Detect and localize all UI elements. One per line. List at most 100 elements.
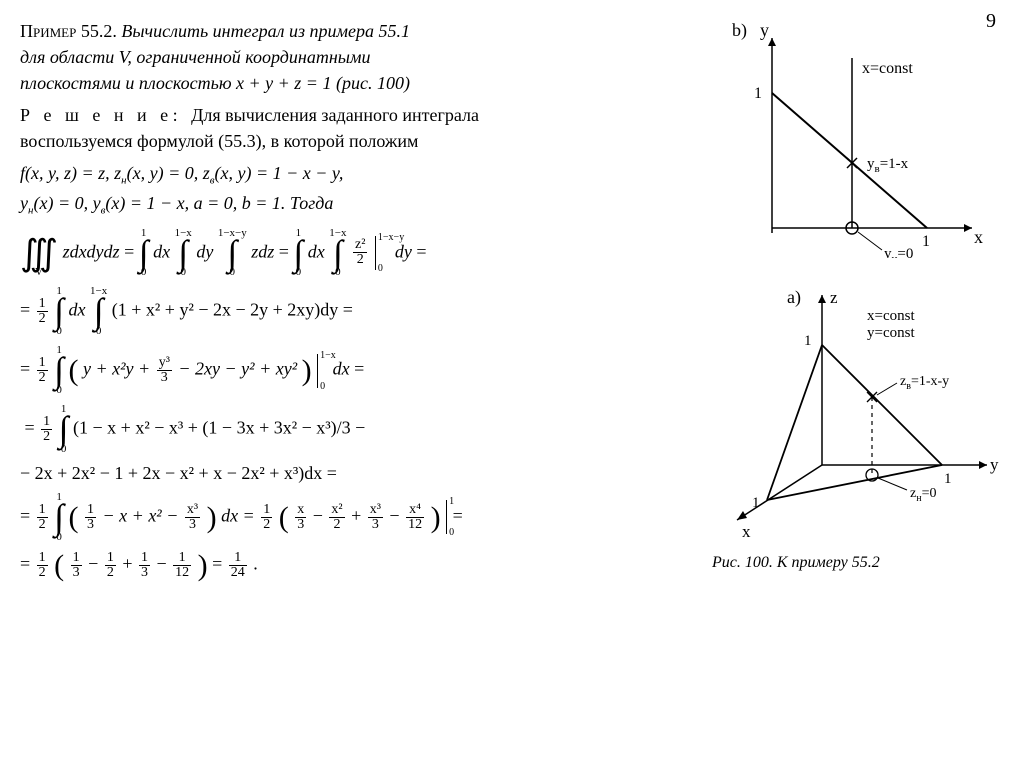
solution-intro: Р е ш е н и е: Для вычисления заданного … — [20, 102, 700, 154]
z-one: 1 — [804, 333, 812, 349]
dx4: dx — [333, 359, 350, 379]
dx3: dx — [69, 300, 86, 320]
f3: 13 — [139, 551, 150, 580]
figure-b-svg: b) y x 1 1 x=const yв=1-x — [712, 18, 992, 258]
final-eq: = — [212, 553, 227, 573]
problem-line1: Вычислить интеграл из примера 55.1 — [121, 21, 410, 41]
rparen7: ) — [198, 558, 208, 573]
problem-line3a: плоскостями и плоскостью — [20, 73, 236, 93]
figure-a-svg: a) z y x 1 1 1 x=c — [712, 285, 1002, 545]
int-l4: 1∫0 — [59, 404, 69, 455]
half3: 12 — [41, 415, 52, 444]
half1: 12 — [37, 297, 48, 326]
expand2-tail: − 2xy − y² + xy² — [178, 359, 297, 379]
dx2: dx — [308, 241, 325, 261]
expand4: − 2x + 2x² − 1 + 2x − x² + x − 2x² + x³)… — [20, 463, 337, 483]
rparen3: ) — [302, 363, 312, 378]
functions-def: f(x, y, z) = z, zн(x, y) = 0, zв(x, y) =… — [20, 160, 700, 219]
final-mid: − x + x² − — [103, 505, 183, 525]
1over3a: 13 — [85, 503, 96, 532]
eq-sign: = — [124, 241, 139, 261]
int-l2b: 1−x∫0 — [90, 286, 107, 337]
caption-text: Рис. 100. К примеру 55.2 — [712, 554, 880, 571]
x3over3b: x³3 — [368, 503, 383, 532]
lparen3: ( — [69, 363, 79, 378]
expand2-head: y + x²y + — [83, 359, 155, 379]
int-l3: 1∫0 — [54, 345, 64, 396]
f-def-b: (x, y) = 0, z — [127, 163, 210, 183]
problem-statement: Пример 55.2. Вычислить интеграл из приме… — [20, 18, 700, 96]
f4: 112 — [173, 551, 191, 580]
eq2: = — [279, 241, 294, 261]
int-l6: 1∫0 — [54, 492, 64, 543]
eq-line7: = 12 ( 13 − 12 + 13 − 112 ) = 124 . — [20, 551, 700, 580]
y-one: 1 — [754, 85, 762, 102]
int2: 1−x∫0 — [175, 228, 192, 279]
triple-int-symbol: ∭ — [20, 239, 58, 268]
eq-line2: = 12 1∫0 dx 1−x∫0 (1 + x² + y² − 2x − 2y… — [20, 286, 700, 337]
evalbar3: 10 — [446, 500, 447, 534]
zn-label: zн=0 — [910, 486, 936, 504]
zv-label: zв=1-x-y — [900, 374, 949, 392]
figure-caption: Рис. 100. К примеру 55.2 — [712, 554, 1002, 572]
y-one2: 1 — [944, 471, 952, 487]
int1b: 1∫0 — [293, 228, 303, 279]
solution-line1: Для вычисления заданного интеграла — [191, 105, 479, 125]
content: Пример 55.2. Вычислить интеграл из приме… — [20, 18, 1004, 588]
y-def-a: y — [20, 193, 28, 213]
zdz: zdz — [251, 241, 274, 261]
dy2: dy — [395, 241, 412, 261]
lparen7: ( — [54, 558, 64, 573]
expand3: (1 − x + x² − x³ + (1 − 3x + 3x² − x³)/3… — [73, 417, 365, 437]
x3over3: x³3 — [185, 503, 200, 532]
eq-line6: = 12 1∫0 ( 13 − x + x² − x³3 ) dx = 12 (… — [20, 492, 700, 543]
eq-line5: − 2x + 2x² − 1 + 2x − x² + x − 2x² + x³)… — [20, 463, 700, 484]
figure-a: a) z y x 1 1 1 x=c — [712, 285, 1002, 572]
afterdx: dx = — [221, 505, 259, 525]
xover3: x3 — [295, 503, 306, 532]
yv-label: yв=1-x — [867, 156, 909, 175]
eq-line3: = 12 1∫0 ( y + x²y + y³3 − 2xy − y² + xy… — [20, 345, 700, 396]
eq-line4: = 12 1∫0 (1 − x + x² − x³ + (1 − 3x + 3x… — [20, 404, 700, 455]
rparen6b: ) — [431, 510, 441, 525]
int1: 1∫0 — [139, 228, 149, 279]
y-axis-label: y — [760, 20, 769, 40]
dx1: dx — [153, 241, 170, 261]
left-column: Пример 55.2. Вычислить интеграл из приме… — [20, 18, 700, 588]
half5: 12 — [261, 503, 272, 532]
b-label: b) — [732, 20, 747, 41]
dy1: dy — [196, 241, 213, 261]
solution-label: Р е ш е н и е: — [20, 105, 182, 125]
y-def-b: (x) = 0, y — [33, 193, 100, 213]
zdxdydz: zdxdydz — [63, 241, 120, 261]
z-label: z — [830, 288, 838, 307]
xconst: x=const — [862, 60, 913, 77]
lparen6: ( — [69, 510, 79, 525]
rparen6: ) — [207, 510, 217, 525]
problem-line3b: (рис. 100) — [336, 73, 410, 93]
solution-line2: воспользуемся формулой (55.3), в которой… — [20, 131, 418, 151]
xconst2: x=const — [867, 308, 915, 324]
int2b: 1−x∫0 — [329, 228, 346, 279]
int-l2a: 1∫0 — [54, 286, 64, 337]
figure-b: b) y x 1 1 x=const yв=1-x — [712, 18, 1002, 263]
half4: 12 — [37, 503, 48, 532]
example-label: Пример 55.2. — [20, 21, 117, 41]
y-def-c: (x) = 1 − x, a = 0, b = 1. Тогда — [105, 193, 333, 213]
y3over3: y³3 — [157, 356, 172, 385]
int3: 1−x−y∫0 — [218, 228, 247, 279]
x2over2: x²2 — [329, 503, 344, 532]
eq-line1: ∭ V zdxdydz = 1∫0 dx 1−x∫0 dy 1−x−y∫0 zd… — [20, 228, 700, 279]
evalbar1: 1−x−y0 — [375, 236, 376, 270]
answer: 124 — [229, 551, 247, 580]
f2: 12 — [105, 551, 116, 580]
y-label: y — [990, 455, 999, 474]
yn-label: yн=0 — [884, 246, 913, 258]
problem-eqn: x + y + z = 1 — [236, 73, 331, 93]
a-label: a) — [787, 287, 801, 308]
x4over12: x⁴12 — [406, 503, 424, 532]
yconst: y=const — [867, 325, 915, 341]
x-one2: 1 — [752, 495, 760, 511]
f-def-a: f(x, y, z) = z, z — [20, 163, 121, 183]
half6: 12 — [37, 551, 48, 580]
